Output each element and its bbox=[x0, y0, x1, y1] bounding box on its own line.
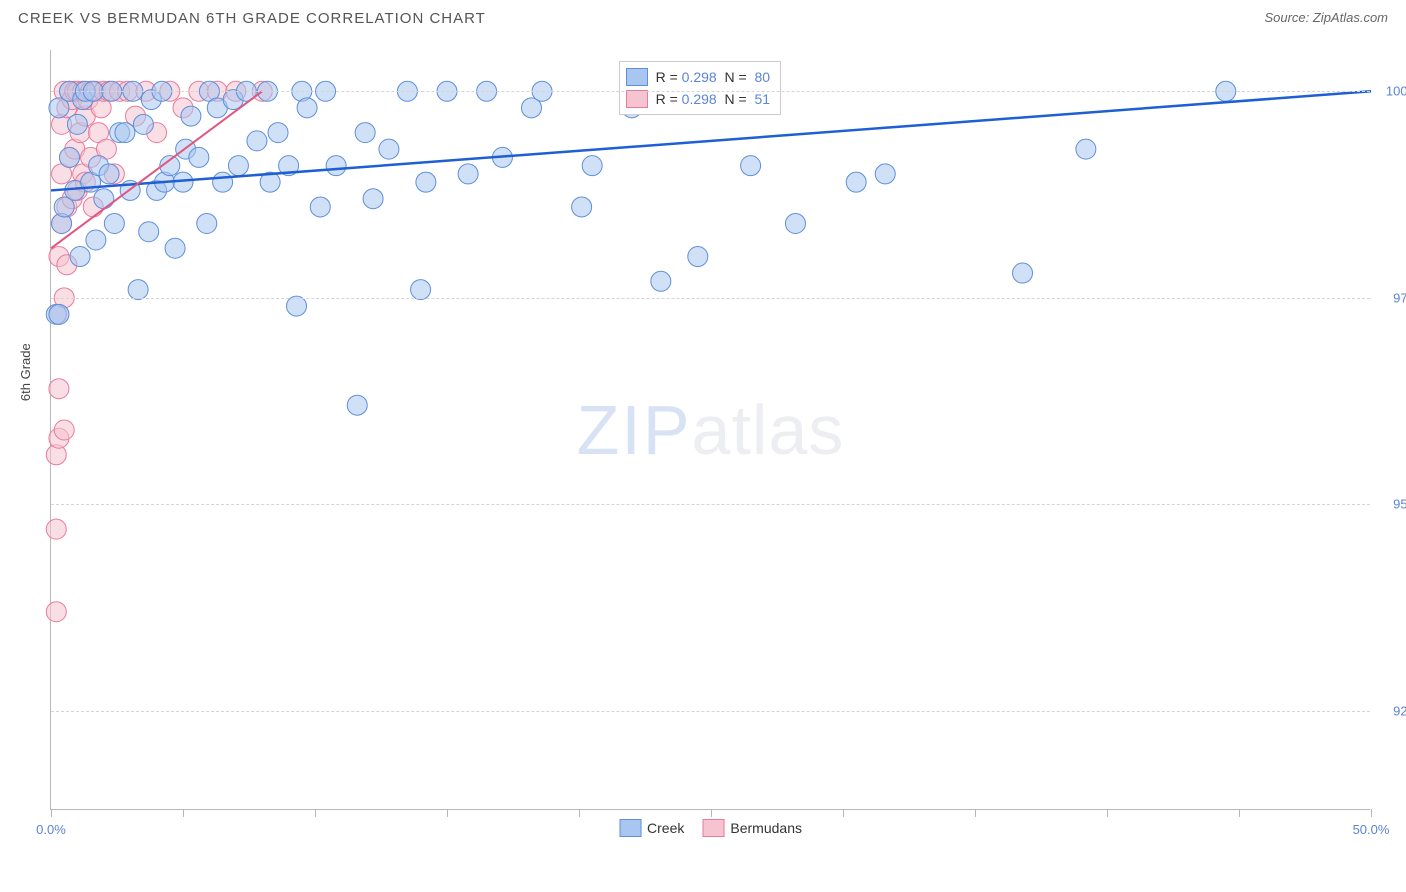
scatter-point bbox=[67, 114, 87, 134]
scatter-point bbox=[59, 147, 79, 167]
scatter-point bbox=[846, 172, 866, 192]
scatter-point bbox=[86, 230, 106, 250]
scatter-point bbox=[347, 395, 367, 415]
plot-area: ZIPatlas R = 0.298 N = 80R = 0.298 N = 5… bbox=[50, 50, 1370, 810]
scatter-point bbox=[411, 280, 431, 300]
scatter-point bbox=[189, 147, 209, 167]
scatter-point bbox=[70, 247, 90, 267]
scatter-point bbox=[228, 156, 248, 176]
scatter-point bbox=[875, 164, 895, 184]
scatter-point bbox=[326, 156, 346, 176]
series-legend: Creek Bermudans bbox=[619, 819, 802, 837]
scatter-point bbox=[133, 114, 153, 134]
stats-legend-row: R = 0.298 N = 80 bbox=[626, 66, 770, 88]
scatter-point bbox=[363, 189, 383, 209]
scatter-point bbox=[99, 164, 119, 184]
scatter-point bbox=[197, 213, 217, 233]
scatter-point bbox=[115, 123, 135, 143]
scatter-point bbox=[46, 602, 66, 622]
legend-item-bermudans: Bermudans bbox=[702, 819, 802, 837]
x-tick-label: 0.0% bbox=[36, 822, 66, 837]
x-tick-label: 50.0% bbox=[1353, 822, 1390, 837]
scatter-point bbox=[785, 213, 805, 233]
scatter-point bbox=[247, 131, 267, 151]
scatter-point bbox=[49, 304, 69, 324]
scatter-point bbox=[651, 271, 671, 291]
scatter-point bbox=[94, 189, 114, 209]
scatter-point bbox=[181, 106, 201, 126]
legend-label-bermudans: Bermudans bbox=[730, 820, 802, 836]
y-tick-label: 92.5% bbox=[1375, 703, 1406, 718]
chart-title: CREEK VS BERMUDAN 6TH GRADE CORRELATION … bbox=[18, 10, 486, 27]
scatter-point bbox=[287, 296, 307, 316]
scatter-point bbox=[268, 123, 288, 143]
scatter-point bbox=[54, 420, 74, 440]
legend-label-creek: Creek bbox=[647, 820, 684, 836]
scatter-point bbox=[458, 164, 478, 184]
y-axis-label: 6th Grade bbox=[18, 343, 33, 401]
scatter-point bbox=[310, 197, 330, 217]
y-tick-label: 97.5% bbox=[1375, 290, 1406, 305]
source-citation: Source: ZipAtlas.com bbox=[1264, 10, 1388, 25]
scatter-point bbox=[46, 519, 66, 539]
scatter-point bbox=[128, 280, 148, 300]
legend-swatch-bermudans bbox=[702, 819, 724, 837]
scatter-point bbox=[213, 172, 233, 192]
chart-svg bbox=[51, 50, 1370, 809]
scatter-point bbox=[582, 156, 602, 176]
y-tick-label: 95.0% bbox=[1375, 497, 1406, 512]
scatter-point bbox=[165, 238, 185, 258]
scatter-point bbox=[1076, 139, 1096, 159]
scatter-point bbox=[741, 156, 761, 176]
scatter-point bbox=[49, 379, 69, 399]
scatter-point bbox=[688, 247, 708, 267]
legend-item-creek: Creek bbox=[619, 819, 684, 837]
scatter-point bbox=[416, 172, 436, 192]
scatter-point bbox=[297, 98, 317, 118]
scatter-point bbox=[104, 213, 124, 233]
scatter-point bbox=[379, 139, 399, 159]
scatter-point bbox=[355, 123, 375, 143]
scatter-point bbox=[1013, 263, 1033, 283]
legend-swatch-creek bbox=[619, 819, 641, 837]
scatter-point bbox=[572, 197, 592, 217]
scatter-point bbox=[139, 222, 159, 242]
stats-legend: R = 0.298 N = 80R = 0.298 N = 51 bbox=[619, 61, 781, 115]
y-tick-label: 100.0% bbox=[1375, 84, 1406, 99]
